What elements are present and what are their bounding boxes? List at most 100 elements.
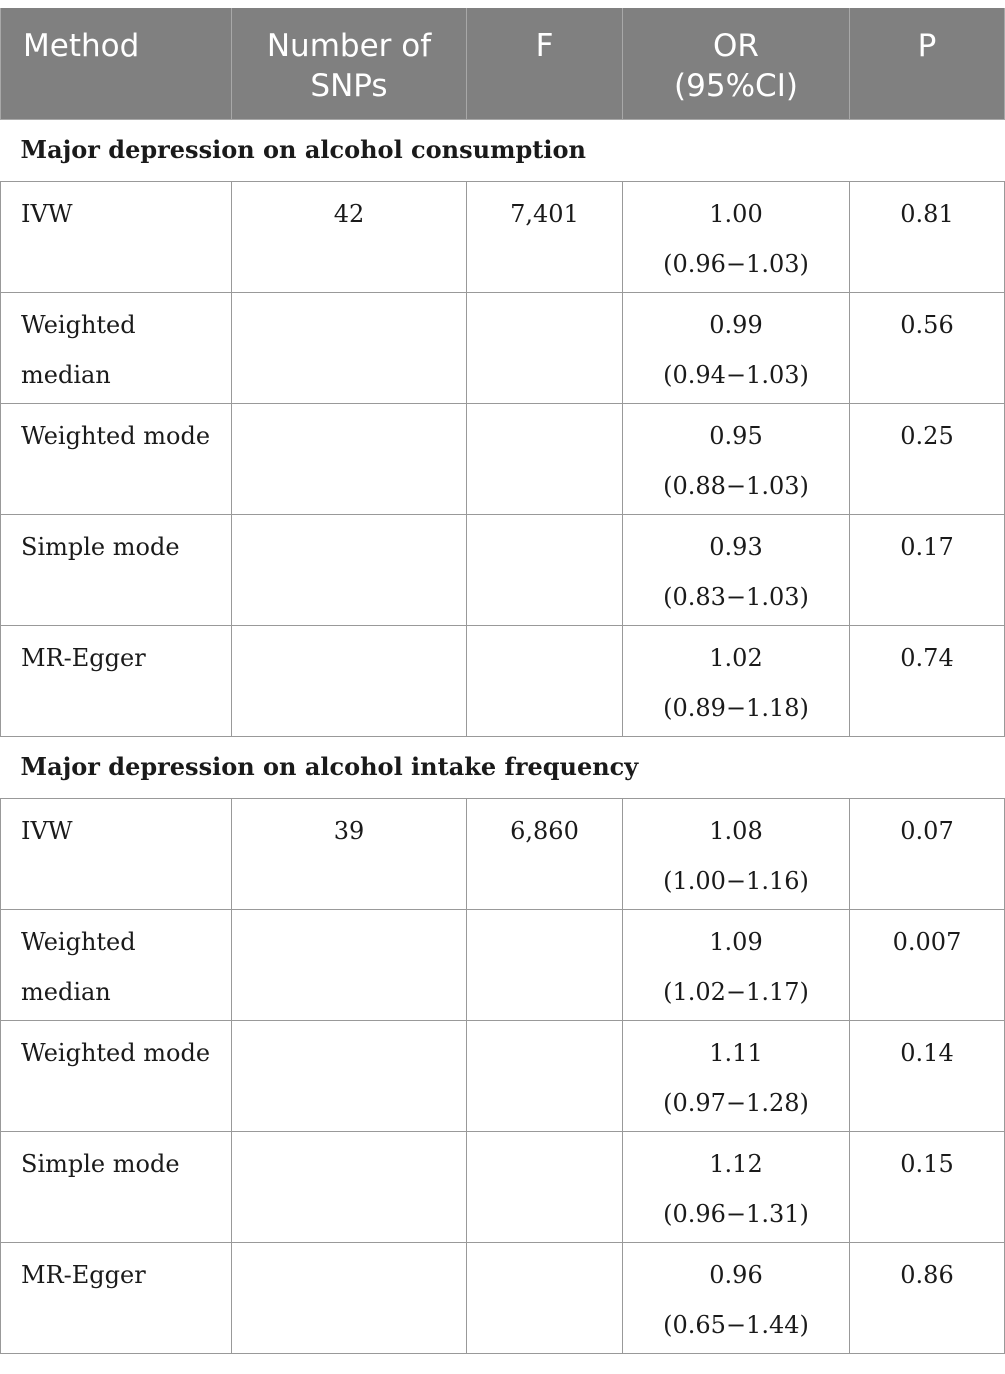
snps-cell: [231, 291, 467, 404]
p-value-cell: 0.007: [849, 908, 1005, 1021]
table-row: Weighted median 1.09 (1.02−1.17) 0.007: [0, 908, 1005, 1021]
table-row: MR-Egger 0.96 (0.65−1.44) 0.86: [0, 1241, 1005, 1354]
table-row: Weighted mode 0.95 (0.88−1.03) 0.25: [0, 402, 1005, 515]
odds-ratio: 1.09: [709, 927, 763, 956]
f-cell: 6,860: [466, 797, 623, 910]
snps-cell: 42: [231, 180, 467, 293]
confidence-interval: (0.89−1.18): [663, 693, 809, 722]
header-or-ci: OR (95%CI): [622, 8, 850, 120]
table-row: Simple mode 0.93 (0.83−1.03) 0.17: [0, 513, 1005, 626]
header-f: F: [466, 8, 623, 120]
table-row: MR-Egger 1.02 (0.89−1.18) 0.74: [0, 624, 1005, 737]
confidence-interval: (0.97−1.28): [663, 1088, 809, 1117]
snps-cell: [231, 1019, 467, 1132]
p-value-cell: 0.07: [849, 797, 1005, 910]
odds-ratio: 1.02: [709, 643, 763, 672]
header-number-of-snps: Number of SNPs: [231, 8, 467, 120]
odds-ratio: 1.08: [709, 816, 763, 845]
table-row: Simple mode 1.12 (0.96−1.31) 0.15: [0, 1130, 1005, 1243]
f-cell: [466, 1019, 623, 1132]
or-ci-cell: 1.11 (0.97−1.28): [622, 1019, 850, 1132]
f-cell: [466, 513, 623, 626]
or-ci-cell: 1.00 (0.96−1.03): [622, 180, 850, 293]
p-value-cell: 0.17: [849, 513, 1005, 626]
p-value-cell: 0.56: [849, 291, 1005, 404]
or-ci-cell: 1.02 (0.89−1.18): [622, 624, 850, 737]
method-cell: Simple mode: [0, 513, 232, 626]
method-label: Weighted: [21, 310, 136, 339]
header-row: Method Number of SNPs F OR (95%CI) P: [0, 8, 1005, 120]
snps-cell: [231, 1130, 467, 1243]
p-value-cell: 0.81: [849, 180, 1005, 293]
or-ci-cell: 1.12 (0.96−1.31): [622, 1130, 850, 1243]
confidence-interval: (1.00−1.16): [663, 866, 809, 895]
f-cell: [466, 624, 623, 737]
p-value-cell: 0.86: [849, 1241, 1005, 1354]
method-cell: MR-Egger: [0, 624, 232, 737]
table-row: Weighted mode 1.11 (0.97−1.28) 0.14: [0, 1019, 1005, 1132]
method-label: MR-Egger: [21, 1260, 146, 1289]
odds-ratio: 1.11: [709, 1038, 763, 1067]
f-cell: 7,401: [466, 180, 623, 293]
snps-cell: [231, 513, 467, 626]
section-header-row: Major depression on alcohol consumption: [0, 118, 1005, 182]
section-header-row: Major depression on alcohol intake frequ…: [0, 735, 1005, 799]
p-value-cell: 0.74: [849, 624, 1005, 737]
section-title: Major depression on alcohol consumption: [0, 118, 1005, 182]
method-cell: IVW: [0, 180, 232, 293]
method-label: Weighted mode: [21, 421, 211, 450]
header-method: Method: [0, 8, 232, 120]
confidence-interval: (0.65−1.44): [663, 1310, 809, 1339]
method-label: IVW: [21, 199, 73, 228]
method-cell: Weighted median: [0, 291, 232, 404]
or-ci-cell: 0.95 (0.88−1.03): [622, 402, 850, 515]
confidence-interval: (0.83−1.03): [663, 582, 809, 611]
method-cell: MR-Egger: [0, 1241, 232, 1354]
table-header: Method Number of SNPs F OR (95%CI) P: [0, 8, 1005, 120]
odds-ratio: 1.00: [709, 199, 763, 228]
method-label: Simple mode: [21, 532, 180, 561]
f-cell: [466, 402, 623, 515]
method-label: median: [21, 360, 111, 389]
method-cell: Weighted median: [0, 908, 232, 1021]
f-cell: [466, 1241, 623, 1354]
method-label: median: [21, 977, 111, 1006]
snps-cell: [231, 402, 467, 515]
f-cell: [466, 291, 623, 404]
snps-cell: 39: [231, 797, 467, 910]
method-cell: Simple mode: [0, 1130, 232, 1243]
p-value-cell: 0.14: [849, 1019, 1005, 1132]
odds-ratio: 0.93: [709, 532, 763, 561]
odds-ratio: 0.96: [709, 1260, 763, 1289]
or-ci-cell: 0.99 (0.94−1.03): [622, 291, 850, 404]
table-row: IVW 39 6,860 1.08 (1.00−1.16) 0.07: [0, 797, 1005, 910]
p-value-cell: 0.15: [849, 1130, 1005, 1243]
method-cell: IVW: [0, 797, 232, 910]
snps-cell: [231, 624, 467, 737]
f-cell: [466, 1130, 623, 1243]
confidence-interval: (1.02−1.17): [663, 977, 809, 1006]
method-label: Weighted: [21, 927, 136, 956]
results-table: Method Number of SNPs F OR (95%CI) P Maj…: [0, 8, 1005, 1354]
or-ci-cell: 1.09 (1.02−1.17): [622, 908, 850, 1021]
or-ci-cell: 0.93 (0.83−1.03): [622, 513, 850, 626]
or-ci-cell: 1.08 (1.00−1.16): [622, 797, 850, 910]
confidence-interval: (0.88−1.03): [663, 471, 809, 500]
method-label: Weighted mode: [21, 1038, 211, 1067]
confidence-interval: (0.96−1.31): [663, 1199, 809, 1228]
snps-cell: [231, 1241, 467, 1354]
method-cell: Weighted mode: [0, 1019, 232, 1132]
or-ci-cell: 0.96 (0.65−1.44): [622, 1241, 850, 1354]
table-row: Weighted median 0.99 (0.94−1.03) 0.56: [0, 291, 1005, 404]
table-row: IVW 42 7,401 1.00 (0.96−1.03) 0.81: [0, 180, 1005, 293]
section-title: Major depression on alcohol intake frequ…: [0, 735, 1005, 799]
f-cell: [466, 908, 623, 1021]
confidence-interval: (0.96−1.03): [663, 249, 809, 278]
odds-ratio: 0.99: [709, 310, 763, 339]
snps-cell: [231, 908, 467, 1021]
odds-ratio: 1.12: [709, 1149, 763, 1178]
method-cell: Weighted mode: [0, 402, 232, 515]
method-label: MR-Egger: [21, 643, 146, 672]
p-value-cell: 0.25: [849, 402, 1005, 515]
odds-ratio: 0.95: [709, 421, 763, 450]
